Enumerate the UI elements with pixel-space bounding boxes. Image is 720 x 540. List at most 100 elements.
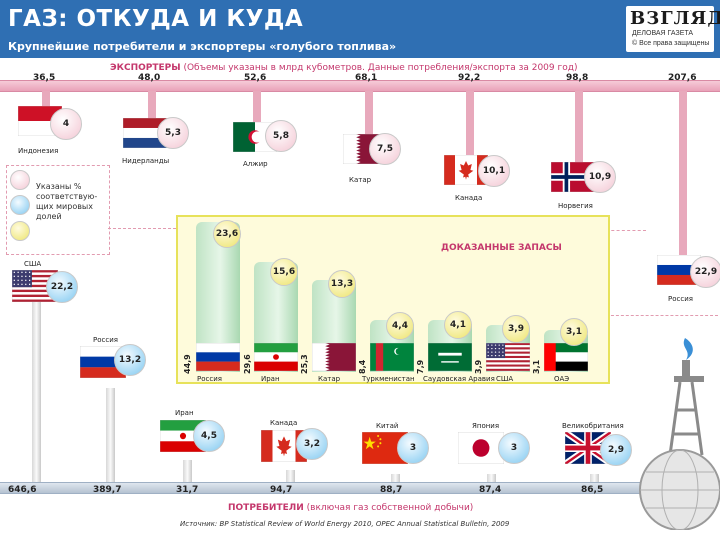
exporter-country-label: Россия — [668, 295, 693, 303]
reserve-country-label: Саудовская Аравия — [423, 375, 495, 383]
exporters-heading: ЭКСПОРТЕРЫ (Объемы указаны в млрд кубоме… — [110, 63, 577, 73]
consumer-volume: 646,6 — [8, 485, 37, 495]
exporter-volume: 207,6 — [668, 73, 697, 83]
consumer-share-circle: 3 — [498, 432, 530, 464]
consumer-share-circle: 2,9 — [600, 434, 632, 466]
reserve-country-label: ОАЭ — [554, 375, 570, 383]
exporter-stem — [575, 91, 583, 163]
saudi-flag — [427, 342, 473, 372]
consumer-country-label: Канада — [270, 419, 298, 427]
reserve-share-circle: 3,9 — [502, 315, 530, 343]
reserve-share-circle: 15,6 — [270, 258, 298, 286]
consumer-share-circle: 13,2 — [114, 344, 146, 376]
legend-circle-exporters — [10, 170, 30, 190]
reserve-country-label: Туркменистан — [362, 375, 415, 383]
logo-sub: ДЕЛОВАЯ ГАЗЕТА — [632, 30, 694, 37]
consumer-share-circle: 4,5 — [193, 420, 225, 452]
consumer-pole — [590, 474, 599, 482]
usa-flag — [11, 269, 59, 303]
consumer-pole — [286, 470, 295, 482]
russia-flag — [195, 342, 241, 372]
consumer-country-label: Иран — [175, 409, 194, 417]
logo-rights: © Все права защищены — [632, 40, 710, 47]
logo: ВЗГЛЯД ДЕЛОВАЯ ГАЗЕТА © Все права защище… — [626, 6, 720, 52]
reserve-share-circle: 3,1 — [560, 318, 588, 346]
exporter-share-circle: 10,1 — [478, 155, 510, 187]
exporter-share-circle: 5,3 — [157, 117, 189, 149]
consumer-volume: 94,7 — [270, 485, 293, 495]
consumers-note: (включая газ собственной добычи) — [306, 503, 474, 513]
exporter-country-label: Катар — [349, 176, 372, 184]
exporter-share-circle: 5,8 — [265, 120, 297, 152]
exporter-stem — [365, 91, 373, 136]
reserve-volume: 3,9 — [474, 359, 483, 374]
legend-circle-reserves — [10, 221, 30, 241]
consumer-country-label: Великобритания — [562, 422, 624, 430]
consumer-pole — [106, 388, 115, 482]
reserve-volume: 25,3 — [300, 354, 309, 374]
turkmenistan-flag — [369, 342, 415, 372]
exporter-share-circle: 4 — [50, 108, 82, 140]
exporters-note: (Объемы указаны в млрд кубометров. Данны… — [183, 63, 578, 73]
exporters-pipe — [0, 80, 720, 92]
exporter-volume: 68,1 — [355, 73, 378, 83]
exporter-volume: 92,2 — [458, 73, 481, 83]
iran-flag — [159, 419, 207, 453]
exporter-volume: 48,0 — [138, 73, 161, 83]
reserve-country-label: Россия — [197, 375, 222, 383]
consumers-title: ПОТРЕБИТЕЛИ — [228, 503, 304, 513]
reserve-share-circle: 13,3 — [328, 270, 356, 298]
exporter-share-circle: 7,5 — [369, 133, 401, 165]
reserve-volume: 44,9 — [183, 354, 192, 374]
exporter-volume: 98,8 — [566, 73, 589, 83]
consumer-pole — [183, 460, 192, 482]
reserve-volume: 7,9 — [416, 359, 425, 374]
consumer-pole — [487, 474, 496, 482]
legend-text: Указаны % соответствую-щих мировых долей — [36, 182, 98, 221]
exporter-share-circle: 10,9 — [584, 161, 616, 193]
reserve-volume: 3,1 — [532, 359, 541, 374]
exporter-volume: 36,5 — [33, 73, 56, 83]
usa-flag — [485, 342, 531, 372]
consumers-heading: ПОТРЕБИТЕЛИ (включая газ собственной доб… — [228, 503, 473, 513]
reserve-country-label: США — [496, 375, 514, 383]
consumer-pole — [391, 474, 400, 482]
consumer-volume: 31,7 — [176, 485, 199, 495]
exporter-country-label: Норвегия — [558, 202, 593, 210]
consumer-share-circle: 22,2 — [46, 271, 78, 303]
consumers-pipe — [0, 482, 720, 494]
exporter-country-label: Канада — [455, 194, 483, 202]
qatar-flag — [311, 342, 357, 372]
dashed-connector-right — [606, 230, 646, 231]
legend-box — [6, 165, 110, 255]
exporter-share-circle: 22,9 — [690, 256, 720, 288]
exporter-stem — [42, 91, 50, 119]
reserve-share-circle: 23,6 — [213, 220, 241, 248]
exporter-country-label: Нидерланды — [122, 157, 170, 165]
reserve-country-label: Иран — [261, 375, 280, 383]
consumer-volume: 88,7 — [380, 485, 403, 495]
consumer-share-circle: 3 — [397, 432, 429, 464]
reserve-volume: 8,4 — [358, 359, 367, 374]
consumer-volume: 389,7 — [93, 485, 122, 495]
page-title: ГАЗ: ОТКУДА И КУДА — [8, 6, 304, 32]
iran-flag — [253, 342, 299, 372]
exporter-stem — [253, 91, 261, 127]
legend-circle-consumers — [10, 195, 30, 215]
exporter-stem — [466, 91, 474, 156]
reserve-share-circle: 4,4 — [386, 312, 414, 340]
consumer-volume: 86,5 — [581, 485, 604, 495]
reserve-share-circle: 4,1 — [444, 311, 472, 339]
exporter-stem — [679, 91, 687, 257]
dashed-connector-left — [108, 228, 176, 229]
uae-flag — [543, 342, 589, 372]
consumer-country-label: Япония — [472, 422, 500, 430]
japan-flag — [457, 431, 505, 465]
exporter-stem — [148, 91, 156, 123]
consumer-volume: 87,4 — [479, 485, 502, 495]
exporter-country-label: Индонезия — [18, 147, 59, 155]
consumer-share-circle: 3,2 — [296, 428, 328, 460]
consumer-country-label: США — [24, 260, 42, 268]
exporter-country-label: Алжир — [243, 160, 268, 168]
